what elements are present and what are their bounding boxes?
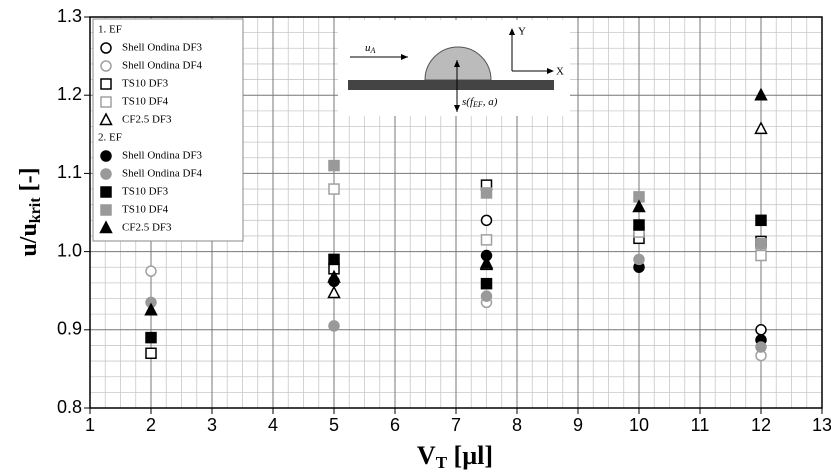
legend-label: Shell Ondina DF4: [122, 60, 203, 72]
legend-label: TS10 DF3: [122, 186, 169, 198]
y-title-main: u/u: [16, 223, 42, 256]
y-tick-label: 1.0: [57, 240, 82, 260]
point: [145, 331, 157, 344]
x-tick-label: 4: [268, 415, 278, 435]
x-tick-label: 3: [207, 415, 217, 435]
point: [632, 199, 646, 213]
x-tick-label: 5: [329, 415, 339, 435]
velocity-label-main: u: [365, 42, 371, 54]
point: [145, 265, 157, 277]
y-tick-label: 1.3: [57, 6, 82, 26]
point: [755, 341, 767, 353]
point: [754, 87, 768, 101]
legend-group-title: 2. EF: [98, 132, 122, 144]
point: [100, 186, 112, 198]
y-tick-label: 0.8: [57, 397, 82, 417]
point: [144, 302, 158, 316]
point: [100, 150, 112, 162]
point: [99, 112, 113, 126]
ticks: 1 2 3 4 5 6 7 8 9 10 11 12 130.80.91.01.11.21.3: [57, 6, 831, 435]
distance-label-end: , a): [483, 96, 498, 108]
point: [100, 204, 112, 216]
y-axis-label: Y: [518, 26, 526, 38]
point: [100, 96, 112, 108]
x-tick-label: 13: [812, 415, 831, 435]
point: [480, 290, 493, 302]
point: [479, 255, 494, 269]
x-tick-label: 2: [146, 415, 156, 435]
x-title-unit: [µl]: [447, 441, 493, 470]
point: [328, 159, 340, 172]
legend-label: TS10 DF4: [122, 204, 169, 216]
point: [480, 214, 493, 227]
y-tick-label: 1.2: [57, 84, 82, 104]
x-tick-label: 8: [512, 415, 522, 435]
point: [100, 78, 112, 90]
y-tick-label: 0.9: [57, 319, 82, 339]
arrow-head: [509, 28, 554, 74]
point: [755, 249, 767, 262]
point: [755, 214, 767, 227]
arrow-head: [401, 54, 408, 60]
point: [328, 320, 340, 332]
x-tick-label: 9: [573, 415, 583, 435]
marks: [144, 87, 768, 362]
x-tick-label: 6: [390, 415, 400, 435]
surface: [348, 80, 554, 90]
point: [100, 168, 112, 180]
legend-box: [92, 18, 244, 242]
y-title-sub: krit: [27, 197, 44, 223]
x-title-sub: T: [436, 453, 448, 472]
velocity-label: uA: [365, 42, 376, 55]
velocity-label-sub: A: [370, 46, 376, 55]
point: [327, 285, 341, 299]
point: [755, 324, 767, 336]
x-tick-label: 10: [629, 415, 649, 435]
legend-label: Shell Ondina DF3: [122, 150, 203, 162]
x-tick-label: 1: [85, 415, 95, 435]
legend-group-title: 1. EF: [98, 24, 122, 36]
point: [480, 187, 493, 199]
distance-label: s(fEF, a): [462, 96, 498, 109]
point: [100, 60, 112, 72]
x-axis-title: VT [µl]: [417, 441, 493, 472]
x-tick-label: 7: [451, 415, 461, 435]
legend-label: CF2.5 DF3: [122, 114, 172, 126]
y-title-unit: [-]: [16, 167, 42, 197]
point: [480, 277, 493, 290]
point: [633, 253, 645, 266]
point: [99, 220, 113, 234]
inset-diagram: uA Y X s(fEF, a): [338, 20, 570, 116]
distance-label-sub: EF: [472, 100, 483, 109]
point: [100, 42, 112, 54]
y-tick-label: 1.1: [57, 162, 82, 182]
x-title-main: V: [417, 441, 436, 470]
point: [480, 234, 493, 246]
point: [145, 347, 157, 360]
legend-label: TS10 DF3: [122, 78, 169, 90]
legend-label: Shell Ondina DF4: [122, 168, 203, 180]
x-axis-label: X: [556, 66, 564, 78]
y-axis-title: u/ukrit [-]: [16, 167, 44, 256]
legend-label: Shell Ondina DF3: [122, 42, 203, 54]
x-tick-label: 12: [751, 415, 771, 435]
x-tick-label: 11: [691, 415, 710, 435]
point: [328, 253, 340, 266]
point: [633, 219, 645, 231]
legend-label: CF2.5 DF3: [122, 222, 172, 234]
legend-label: TS10 DF4: [122, 96, 169, 108]
point: [755, 238, 767, 250]
plot-frame: [89, 16, 823, 409]
point: [328, 183, 340, 195]
distance-label-main: s(f: [462, 96, 475, 108]
point: [327, 269, 341, 283]
point: [754, 121, 768, 135]
